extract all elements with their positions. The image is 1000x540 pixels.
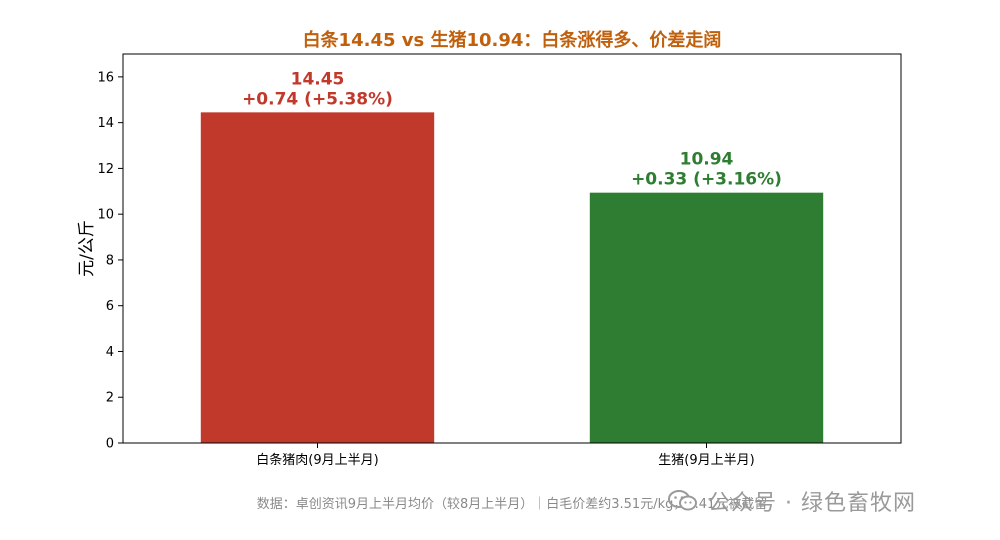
bars-group: 14.45+0.74 (+5.38%) 10.94+0.33 (+3.16%) bbox=[200, 69, 824, 443]
bar-change-label: +0.74 (+5.38%) bbox=[242, 89, 393, 109]
y-tick-label: 14 bbox=[97, 116, 114, 131]
wechat-icon bbox=[668, 490, 697, 511]
y-tick-label: 4 bbox=[106, 345, 114, 360]
watermark: 公众号 · 绿色畜牧网 bbox=[668, 484, 988, 518]
x-axis: 白条猪肉(9月上半月) 生猪(9月上半月) bbox=[256, 443, 755, 468]
y-axis-label: 元/公斤 bbox=[77, 220, 97, 277]
plot-frame bbox=[122, 53, 902, 444]
footnote: 数据：卓创资讯9月上半月均价（较8月上半月）｜白毛价差约3.51元/kg，0.4… bbox=[257, 496, 768, 512]
bar-value-label: 10.94 bbox=[680, 150, 734, 170]
y-tick-label: 16 bbox=[97, 70, 114, 85]
y-tick-label: 10 bbox=[97, 208, 114, 223]
y-tick-label: 2 bbox=[106, 391, 114, 406]
y-axis: 0 2 4 6 8 10 12 14 16 bbox=[97, 70, 123, 452]
x-tick-label: 白条猪肉(9月上半月) bbox=[256, 452, 378, 468]
y-tick-label: 12 bbox=[97, 162, 114, 177]
y-tick-label: 6 bbox=[106, 299, 114, 314]
bar-change-label: +0.33 (+3.16%) bbox=[631, 170, 782, 190]
x-tick-label: 生猪(9月上半月) bbox=[658, 453, 754, 468]
bar-value-label: 14.45 bbox=[291, 69, 345, 89]
y-tick-label: 0 bbox=[106, 437, 114, 452]
bar bbox=[200, 112, 435, 443]
bar bbox=[589, 192, 824, 443]
chart-title: 白条14.45 vs 生猪10.94：白条涨得多、价差走阔 bbox=[303, 29, 722, 51]
y-tick-label: 8 bbox=[106, 253, 114, 268]
watermark-text: 公众号 · 绿色畜牧网 bbox=[708, 491, 916, 516]
